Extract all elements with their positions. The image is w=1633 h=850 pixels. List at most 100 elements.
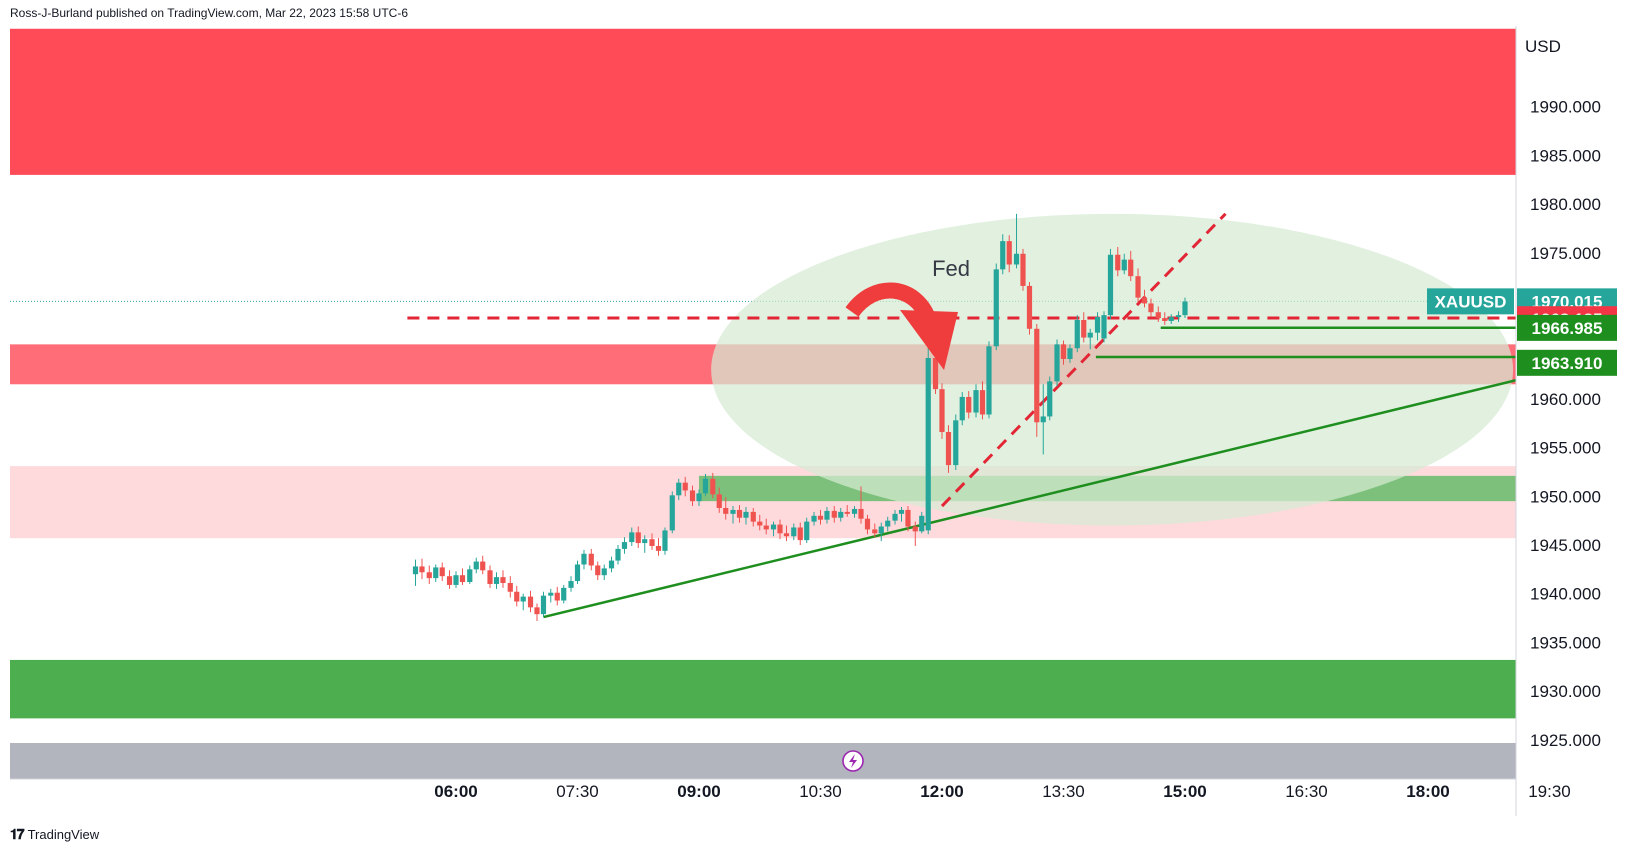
x-tick-label: 09:00 (677, 782, 720, 801)
lightning-icon-bolt (849, 754, 857, 768)
supply-zone-top (10, 28, 1516, 175)
candle (905, 506, 911, 532)
candle-body (777, 524, 783, 534)
candle (520, 593, 526, 611)
candle-body (520, 596, 526, 602)
candle (844, 505, 850, 517)
candle-body (480, 561, 486, 571)
x-tick-label: 10:30 (799, 782, 842, 801)
candle-body (905, 509, 911, 527)
candle (1135, 268, 1141, 303)
candle (1155, 306, 1161, 322)
price-label-bg (1517, 349, 1617, 376)
arrow-head (900, 310, 958, 370)
candle-body (919, 515, 925, 532)
candle (459, 568, 466, 585)
candle (783, 525, 790, 542)
candle-body (662, 530, 668, 551)
candle (993, 263, 999, 351)
y-tick-label: 1990.000 (1530, 98, 1601, 117)
candle (1026, 282, 1033, 335)
candle-body (527, 596, 534, 608)
candle (1121, 253, 1127, 275)
candle (797, 522, 803, 545)
price-axis[interactable]: USD 1990.000 1985.000 1980.000 1975.000 1960.… (1525, 37, 1601, 750)
candle-body (1026, 285, 1033, 329)
candle (864, 514, 871, 535)
y-tick-label: 1945.000 (1530, 536, 1601, 555)
candle-body (716, 494, 722, 508)
candle-body (554, 592, 560, 601)
candle (1034, 323, 1040, 437)
candle-body (1128, 259, 1134, 277)
fed-annotation: Fed (932, 256, 970, 281)
candle-body (959, 396, 965, 421)
attribution-header: Ross-J-Burland published on TradingView.… (10, 6, 408, 20)
candle (1060, 340, 1067, 365)
candle-body (595, 565, 601, 576)
candle-body (1162, 318, 1168, 321)
candle (621, 537, 628, 554)
candle-body (1094, 317, 1101, 333)
candle (1006, 235, 1012, 273)
candle (872, 523, 878, 538)
candle-body (723, 507, 729, 514)
candle-body (791, 527, 797, 537)
candle (682, 476, 688, 497)
candle (979, 381, 986, 420)
candle-body (804, 521, 810, 541)
candle-body (487, 570, 493, 584)
candle (1141, 289, 1148, 308)
price-label-green: 1966.985 (1517, 314, 1617, 341)
candle-body (1141, 297, 1148, 304)
demand-zone-bottom (10, 659, 1516, 719)
candle (986, 341, 992, 419)
y-tick-label: 1940.000 (1530, 585, 1601, 604)
candle-body (473, 561, 479, 570)
candle (574, 560, 581, 584)
candle (736, 505, 743, 523)
candle-body (1115, 254, 1121, 271)
candle-body (1148, 303, 1154, 313)
candle-body (446, 576, 453, 585)
x-tick-label: 06:00 (434, 782, 477, 801)
candle-body (1121, 259, 1127, 271)
candle-body (979, 390, 986, 415)
candle (750, 507, 756, 527)
candle (723, 497, 729, 520)
candle (925, 332, 931, 535)
candle (534, 603, 540, 621)
candle-body (993, 269, 999, 347)
candle (811, 511, 817, 526)
candle (629, 527, 635, 546)
lightning-icon (842, 750, 864, 772)
drawings-layer (407, 212, 1516, 619)
candle (480, 555, 486, 575)
y-tick-label: 1930.000 (1530, 682, 1601, 701)
candle (1040, 384, 1046, 455)
candle (831, 506, 837, 523)
candle-body (953, 420, 959, 466)
currency-label: USD (1525, 37, 1561, 56)
x-tick-label: 19:30 (1528, 782, 1571, 801)
candle-body (574, 564, 581, 582)
candle-body (973, 390, 979, 413)
candle-body (1168, 317, 1174, 321)
tradingview-footer[interactable]: 𝟏𝟕 TradingView (10, 826, 99, 843)
candle-body (811, 515, 817, 522)
candle (898, 507, 905, 522)
candle-body (682, 482, 688, 491)
candle-body (568, 581, 574, 588)
candle (1107, 248, 1114, 320)
time-axis[interactable]: 06:00 07:30 09:00 10:30 12:00 13:30 15:00 16:30… (434, 782, 1633, 801)
candle (945, 425, 952, 473)
y-tick-label: 1985.000 (1530, 146, 1601, 165)
candle (453, 571, 459, 588)
candle (1094, 312, 1101, 341)
price-label-bg (1517, 314, 1617, 341)
candle-body (419, 566, 425, 573)
candle (1047, 376, 1053, 421)
candle-body (872, 529, 878, 534)
x-tick-label: 12:00 (920, 782, 963, 801)
